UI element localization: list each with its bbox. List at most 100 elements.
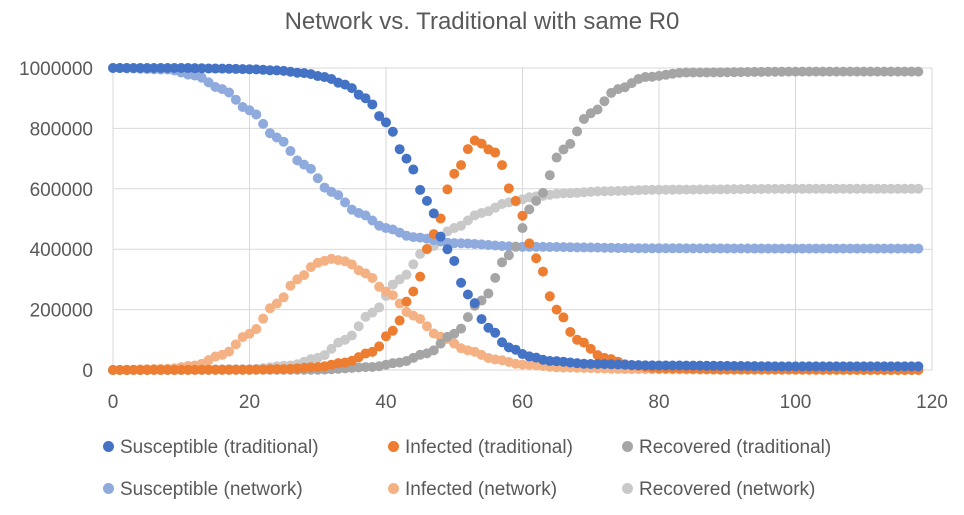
point-recovered-traditional (599, 96, 610, 107)
legend-susceptible-network: Susceptible (network) (103, 479, 303, 501)
point-recovered-network (462, 215, 473, 226)
legend-marker-icon (388, 441, 399, 452)
point-infected-traditional (503, 183, 514, 194)
point-infected-traditional (551, 304, 562, 315)
point-recovered-network (374, 302, 385, 313)
point-infected-traditional (490, 147, 501, 158)
legend-recovered-traditional: Recovered (traditional) (622, 437, 831, 459)
point-infected-network (346, 259, 357, 270)
point-infected-network (387, 290, 398, 301)
point-susceptible-traditional (449, 255, 460, 266)
point-infected-traditional (578, 337, 589, 348)
point-susceptible-traditional (435, 231, 446, 242)
point-infected-traditional (517, 210, 528, 221)
point-infected-traditional (367, 346, 378, 357)
legend-marker-icon (622, 441, 633, 452)
point-susceptible-traditional (374, 111, 385, 122)
legend-marker-icon (103, 483, 114, 494)
point-susceptible-traditional (387, 126, 398, 137)
y-tick-label: 200000 (30, 301, 93, 322)
legend-recovered-network: Recovered (network) (622, 479, 815, 501)
point-recovered-network (326, 343, 337, 354)
point-recovered-traditional (462, 312, 473, 323)
legend-label: Susceptible (network) (120, 479, 303, 500)
x-tick-label: 40 (375, 392, 396, 413)
point-recovered-network (387, 279, 398, 290)
point-susceptible-traditional (469, 298, 480, 309)
point-infected-network (367, 273, 378, 284)
point-infected-network (224, 346, 235, 357)
point-infected-traditional (387, 325, 398, 336)
legend-marker-icon (622, 483, 633, 494)
point-infected-network (278, 292, 289, 303)
x-tick-label: 80 (648, 392, 669, 413)
point-susceptible-traditional (476, 314, 487, 325)
point-susceptible-traditional (421, 195, 432, 206)
legend-marker-icon (103, 441, 114, 452)
point-infected-traditional (456, 160, 467, 171)
point-infected-traditional (462, 144, 473, 155)
point-infected-network (421, 321, 432, 332)
chart-title: Network vs. Traditional with same R0 (284, 8, 680, 35)
point-infected-traditional (374, 341, 385, 352)
point-infected-traditional (401, 296, 412, 307)
point-susceptible-network (312, 173, 323, 184)
point-recovered-network (408, 259, 419, 270)
point-recovered-traditional (510, 241, 521, 252)
point-recovered-traditional (537, 187, 548, 198)
point-infected-network (415, 313, 426, 324)
legend-label: Susceptible (traditional) (120, 437, 319, 458)
point-infected-traditional (408, 286, 419, 297)
point-recovered-network (319, 350, 330, 361)
point-recovered-traditional (456, 323, 467, 334)
point-susceptible-network (305, 163, 316, 174)
legend-label: Recovered (network) (639, 479, 816, 500)
point-infected-traditional (442, 184, 453, 195)
legend-marker-icon (388, 483, 399, 494)
point-susceptible-traditional (394, 144, 405, 155)
point-infected-traditional (394, 315, 405, 326)
x-tick-label: 120 (916, 392, 948, 413)
point-infected-traditional (558, 312, 569, 323)
point-susceptible-traditional (415, 184, 426, 195)
point-infected-traditional (565, 326, 576, 337)
point-infected-network (299, 270, 310, 281)
point-recovered-traditional (544, 170, 555, 181)
point-susceptible-traditional (367, 99, 378, 110)
point-recovered-traditional (517, 223, 528, 234)
point-infected-network (230, 339, 241, 350)
point-infected-network (271, 298, 282, 309)
y-tick-label: 800000 (30, 119, 93, 140)
point-recovered-traditional (449, 328, 460, 339)
point-infected-traditional (435, 213, 446, 224)
point-infected-traditional (537, 266, 548, 277)
point-susceptible-network (230, 94, 241, 105)
legend-infected-traditional: Infected (traditional) (388, 437, 573, 459)
point-recovered-network (353, 321, 364, 332)
point-recovered-network (456, 220, 467, 231)
point-recovered-traditional (558, 144, 569, 155)
point-infected-traditional (544, 291, 555, 302)
point-infected-traditional (531, 253, 542, 264)
point-infected-network (285, 280, 296, 291)
point-susceptible-traditional (913, 361, 924, 372)
y-tick-label: 600000 (30, 180, 93, 201)
point-susceptible-network (278, 136, 289, 147)
point-recovered-network (367, 307, 378, 318)
point-infected-traditional (476, 138, 487, 149)
point-recovered-traditional (524, 204, 535, 215)
point-susceptible-traditional (456, 277, 467, 288)
point-susceptible-traditional (428, 208, 439, 219)
y-tick-label: 0 (82, 361, 93, 382)
point-recovered-network (346, 330, 357, 341)
point-susceptible-traditional (408, 164, 419, 175)
point-susceptible-traditional (497, 337, 508, 348)
legend-label: Infected (traditional) (405, 437, 573, 458)
point-infected-traditional (510, 195, 521, 206)
point-susceptible-traditional (462, 289, 473, 300)
point-recovered-traditional (428, 345, 439, 356)
point-susceptible-traditional (360, 93, 371, 104)
x-tick-label: 60 (512, 392, 533, 413)
point-susceptible-traditional (346, 83, 357, 94)
